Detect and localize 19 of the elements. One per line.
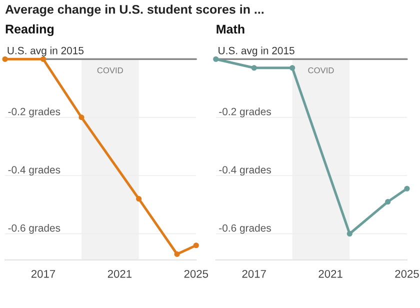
chart-title: Math	[216, 24, 244, 34]
x-tick-label: 2017	[31, 270, 56, 278]
chart-title: Reading	[6, 24, 54, 36]
x-tick-label: 2017	[242, 270, 266, 278]
band-label: COVID	[97, 67, 123, 74]
y-tick-label: -0.6 grades	[8, 224, 60, 234]
ref-line-label: U.S. avg in 2015	[8, 46, 84, 56]
y-tick-label: -0.2 grades	[219, 108, 271, 118]
x-tick-label: 2021	[108, 270, 132, 278]
y-tick-label: -0.4 grades	[8, 166, 60, 176]
y-tick-label: -0.4 grades	[219, 166, 271, 176]
x-tick-label: 2025	[184, 270, 208, 278]
y-tick-label: -0.2 grades	[8, 108, 60, 118]
y-tick-label: -0.6 grades	[219, 224, 271, 234]
band-label: COVID	[308, 67, 334, 74]
ref-line-label: U.S. avg in 2015	[218, 46, 294, 56]
x-tick-label: 2021	[318, 270, 342, 278]
text: Average change in U.S. student scores in ...	[5, 4, 264, 16]
x-tick-label: 2025	[395, 270, 419, 278]
